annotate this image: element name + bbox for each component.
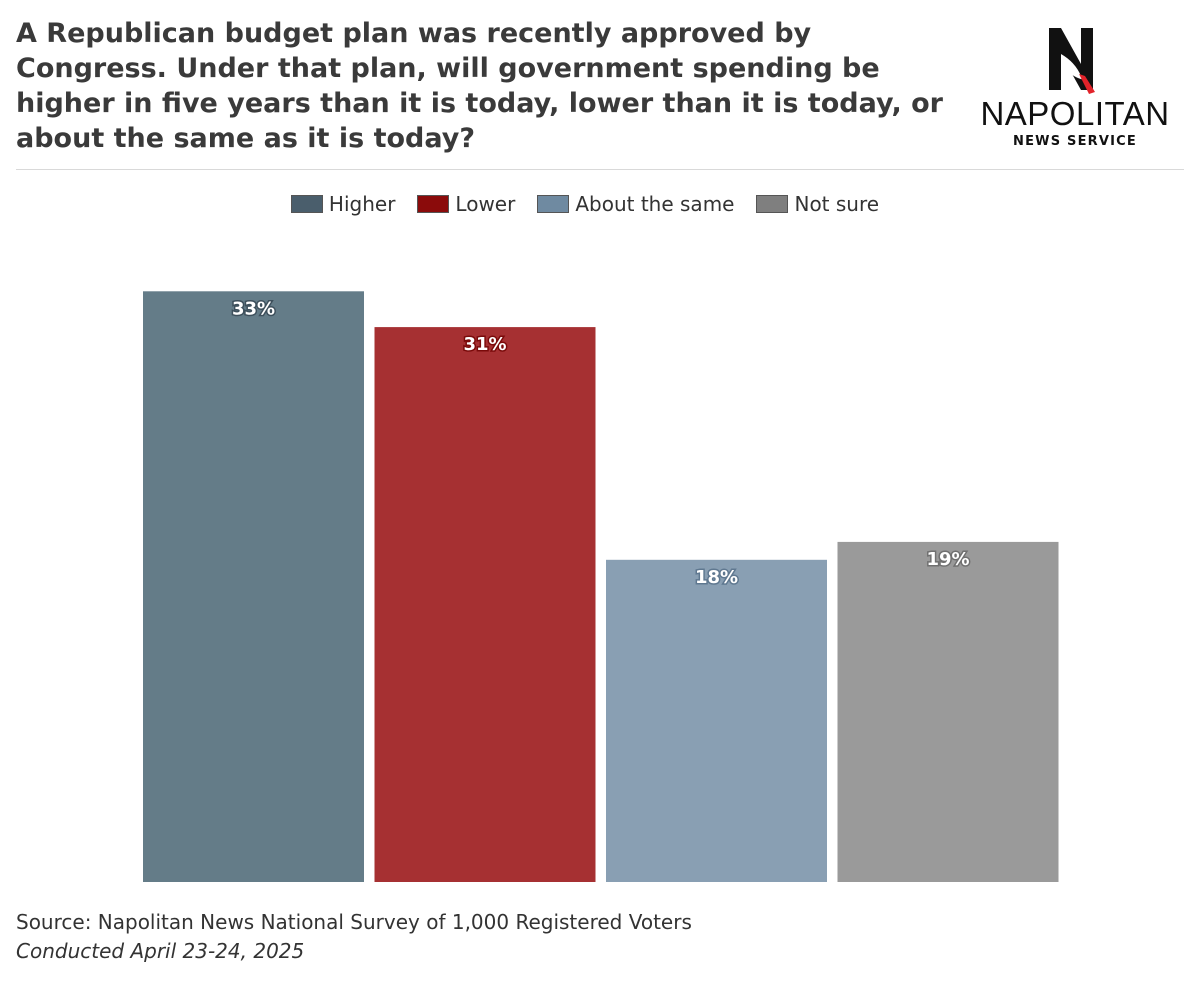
legend-label: About the same	[575, 192, 735, 216]
legend-item: Lower	[417, 192, 515, 216]
legend-swatch	[417, 195, 450, 213]
bar-value-label: 18%	[695, 567, 738, 588]
bar-higher	[143, 291, 364, 882]
source-note: Source: Napolitan News National Survey o…	[16, 910, 692, 934]
bar-about-the-same	[606, 559, 827, 882]
legend-item: Not sure	[756, 192, 879, 216]
bar-not-sure	[837, 541, 1059, 882]
napolitan-logo: NAPOLITAN NEWS SERVICE	[975, 24, 1175, 154]
legend-swatch	[290, 195, 323, 213]
chart-legend: Higher Lower About the same Not sure	[0, 192, 1170, 216]
legend-swatch	[756, 195, 789, 213]
survey-date: Conducted April 23-24, 2025	[16, 939, 305, 963]
legend-label: Higher	[328, 192, 396, 216]
legend-item: About the same	[537, 192, 734, 216]
bar-value-label: 19%	[926, 549, 969, 570]
legend-label: Lower	[455, 192, 516, 216]
logo-subtitle-text: NEWS SERVICE	[1013, 134, 1137, 149]
bar-lower	[374, 327, 596, 883]
bar-chart: 33% 31% 18% 19%	[143, 291, 1059, 883]
legend-label: Not sure	[794, 192, 880, 216]
bar-value-label: 31%	[463, 334, 506, 355]
bar-value-label: 33%	[232, 298, 275, 319]
logo-brand-text: NAPOLITAN	[980, 95, 1170, 132]
chart-title: A Republican budget plan was recently ap…	[16, 18, 943, 154]
legend-item: Higher	[290, 192, 396, 216]
legend-swatch	[537, 195, 570, 213]
title-divider	[16, 169, 1184, 170]
napolitan-n-eagle-icon	[1049, 28, 1095, 94]
